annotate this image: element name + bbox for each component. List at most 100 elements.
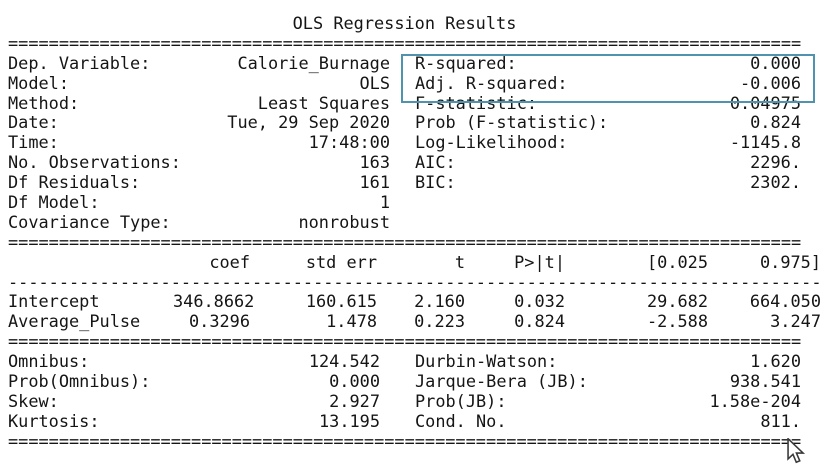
stat-value: Tue, 29 Sep 2020: [227, 112, 390, 133]
stat-label: BIC:: [415, 172, 456, 193]
coef-header-std-err: std err: [305, 251, 377, 272]
stat-label: Dep. Variable:: [8, 52, 151, 73]
stat-label: Omnibus:: [8, 351, 90, 372]
stat-value: 0.04975: [729, 92, 801, 113]
diagnostics-left-column: Omnibus: 124.542 Prob(Omnibus): 0.000 Skew…: [8, 351, 380, 432]
stat-row-df-residuals: Df Residuals: 161: [8, 172, 390, 193]
stat-value: 17:48:00: [308, 132, 390, 153]
stat-row-durbin-watson: Durbin-Watson: 1.620: [415, 351, 801, 372]
stat-value: Calorie_Burnage: [237, 52, 390, 73]
stat-row-method: Method: Least Squares: [8, 92, 390, 114]
stat-value: 2302.: [750, 172, 801, 193]
stat-value: 1: [379, 192, 390, 213]
stat-row-r-squared: R-squared: 0.000: [415, 52, 801, 74]
stat-label: Prob (F-statistic):: [415, 112, 609, 133]
ci-lower-value: -2.588: [646, 311, 708, 332]
stat-row-aic: AIC: 2296.: [415, 152, 801, 173]
stat-row-jarque-bera: Jarque-Bera (JB): 938.541: [415, 371, 801, 392]
stat-label: F-statistic:: [415, 92, 538, 113]
stat-label: Method:: [8, 92, 80, 113]
stat-row-log-likelihood: Log-Likelihood: -1145.8: [415, 132, 801, 153]
stat-row-df-model: Df Model: 1: [8, 192, 390, 213]
stat-label: Df Model:: [8, 192, 100, 213]
divider-bottom: ========================================…: [8, 430, 802, 451]
ci-upper-value: 664.050: [749, 291, 821, 312]
stat-row-adj-r-squared: Adj. R-squared: -0.006: [415, 72, 801, 94]
coef-header-ci-lower: [0.025: [646, 251, 708, 272]
stat-label: Jarque-Bera (JB):: [415, 371, 588, 392]
stat-value: 163: [359, 152, 390, 173]
coef-header-name: [8, 253, 173, 273]
stat-row-prob-f-statistic: Prob (F-statistic): 0.824: [415, 113, 801, 133]
p-value: 0.824: [514, 311, 565, 332]
diagnostics-right-column: Durbin-Watson: 1.620 Jarque-Bera (JB): 938…: [415, 351, 801, 432]
stat-label: Kurtosis:: [8, 410, 100, 431]
coef-row-intercept: Intercept 346.8662 160.615 2.160 0.032 2…: [8, 292, 821, 312]
stat-label: Covariance Type:: [8, 211, 171, 232]
stat-row-prob-jb: Prob(JB): 1.58e-204: [415, 390, 801, 412]
std-err-value: 160.615: [305, 291, 377, 312]
stat-value: 161: [359, 172, 390, 193]
stat-value: 124.542: [308, 351, 380, 372]
stat-label: Durbin-Watson:: [415, 351, 558, 372]
ci-upper-value: 3.247: [770, 311, 821, 332]
stat-value: 1.620: [750, 351, 801, 372]
stat-value: Least Squares: [257, 92, 390, 113]
stat-label: Skew:: [8, 390, 59, 411]
t-value: 0.223: [414, 311, 465, 332]
ci-lower-value: 29.682: [646, 291, 708, 312]
stat-label: Adj. R-squared:: [415, 72, 568, 93]
coef-value: 346.8662: [173, 291, 255, 312]
stat-value: 2.927: [329, 390, 380, 411]
stat-row-model: Model: OLS: [8, 72, 390, 94]
stat-value: 0.000: [329, 371, 380, 392]
stat-row-dep-variable: Dep. Variable: Calorie_Burnage: [8, 52, 390, 74]
coef-row-name: Average_Pulse: [8, 311, 141, 332]
stat-value: 938.541: [729, 371, 801, 392]
stat-row-date: Date: Tue, 29 Sep 2020: [8, 113, 390, 133]
model-info-right-column: R-squared: 0.000 Adj. R-squared: -0.006 F-…: [415, 52, 801, 193]
stat-row-time: Time: 17:48:00: [8, 132, 390, 153]
stat-value: 0.000: [750, 52, 801, 73]
stat-label: No. Observations:: [8, 152, 181, 173]
divider-top: ========================================…: [8, 32, 802, 53]
coef-value: 0.3296: [188, 311, 250, 332]
stat-label: R-squared:: [415, 52, 517, 73]
coef-header-ci-upper: 0.975]: [759, 251, 821, 272]
stat-value: 1.58e-204: [709, 390, 801, 411]
stat-label: Model:: [8, 72, 70, 93]
stat-label: AIC:: [415, 152, 456, 173]
divider-coef-dashed: ----------------------------------------…: [8, 271, 822, 292]
stat-label: Log-Likelihood:: [415, 132, 568, 153]
stat-value: 2296.: [750, 152, 801, 173]
stat-row-kurtosis: Kurtosis: 13.195: [8, 410, 380, 432]
stat-value: -1145.8: [729, 132, 801, 153]
report-title: OLS Regression Results: [292, 13, 517, 33]
stat-label: Time:: [8, 132, 59, 153]
coef-row-name: Intercept: [8, 291, 100, 312]
stat-label: Cond. No.: [415, 410, 507, 431]
divider-coef-bottom: ========================================…: [8, 331, 802, 352]
mouse-cursor-icon: [786, 436, 806, 468]
stat-row-bic: BIC: 2302.: [415, 172, 801, 193]
t-value: 2.160: [414, 291, 465, 312]
stat-row-prob-omnibus: Prob(Omnibus): 0.000: [8, 371, 380, 392]
model-info-section: Dep. Variable: Calorie_Burnage Model: OLS …: [8, 52, 830, 233]
stat-row-f-statistic: F-statistic: 0.04975: [415, 92, 801, 114]
stat-label: Df Residuals:: [8, 172, 141, 193]
divider-coef-top: ========================================…: [8, 231, 802, 252]
stat-row-cond-no: Cond. No. 811.: [415, 410, 801, 432]
stat-value: -0.006: [739, 72, 801, 93]
stat-value: OLS: [359, 72, 390, 93]
stat-label: Prob(Omnibus):: [8, 371, 151, 392]
p-value: 0.032: [514, 291, 565, 312]
stat-value: 13.195: [318, 410, 380, 431]
stat-row-skew: Skew: 2.927: [8, 390, 380, 412]
stat-label: Date:: [8, 112, 59, 133]
stat-value: 0.824: [750, 112, 801, 133]
stat-row-omnibus: Omnibus: 124.542: [8, 351, 380, 372]
coef-row-average-pulse: Average_Pulse 0.3296 1.478 0.223 0.824 -…: [8, 311, 821, 332]
stat-row-covariance-type: Covariance Type: nonrobust: [8, 211, 390, 233]
stat-value: nonrobust: [298, 211, 390, 232]
